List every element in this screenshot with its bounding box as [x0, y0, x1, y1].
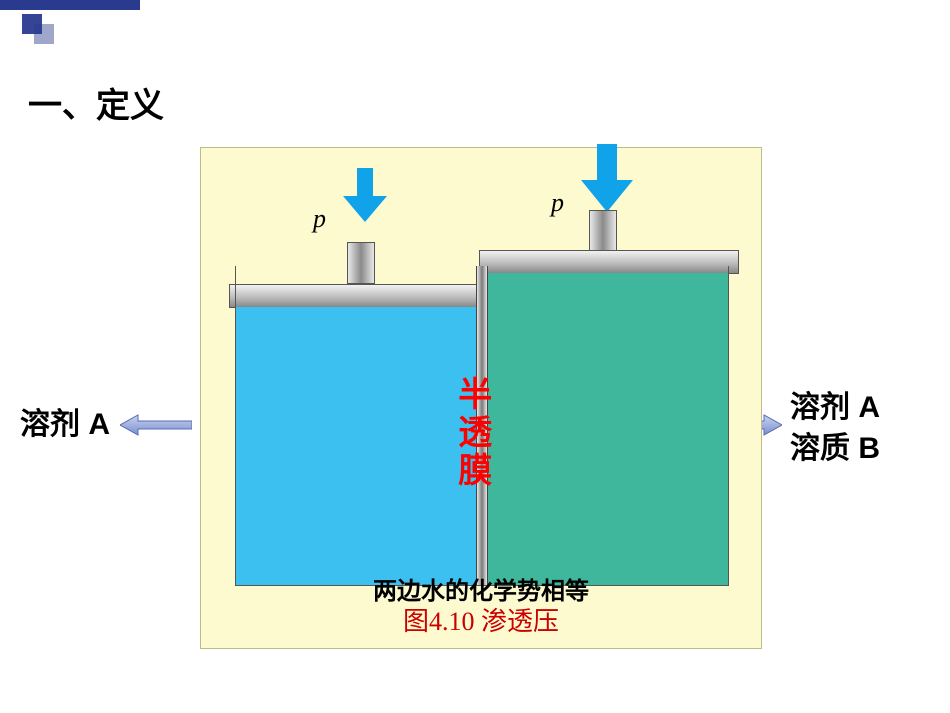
slide: 一、定义 溶剂 A 溶剂 A 溶质 B p p	[0, 0, 950, 713]
figure-caption-2: 图4.10 渗透压	[201, 601, 761, 638]
piston-right	[589, 210, 617, 252]
membrane-label: 半透膜	[451, 376, 492, 490]
left-label-text: 溶剂 A	[20, 408, 110, 441]
right-label-line1: 溶剂 A	[790, 391, 880, 424]
page-title: 一、定义	[28, 78, 164, 127]
osmosis-vessel: p p 半透膜	[235, 266, 729, 586]
p-label-left: p	[313, 204, 326, 234]
pressure-arrow-right-icon	[581, 144, 633, 212]
corner-decoration	[0, 0, 140, 50]
right-side-label: 溶剂 A 溶质 B	[790, 388, 880, 469]
arrow-left-icon	[120, 413, 192, 437]
pressure-arrow-left-icon	[343, 168, 387, 222]
right-label-line2: 溶质 B	[790, 432, 880, 465]
left-side-label: 溶剂 A	[20, 405, 110, 446]
figure-panel: p p 半透膜 两边水的化学势相等 图4.10 渗透压	[200, 147, 762, 649]
p-label-right: p	[551, 188, 564, 218]
